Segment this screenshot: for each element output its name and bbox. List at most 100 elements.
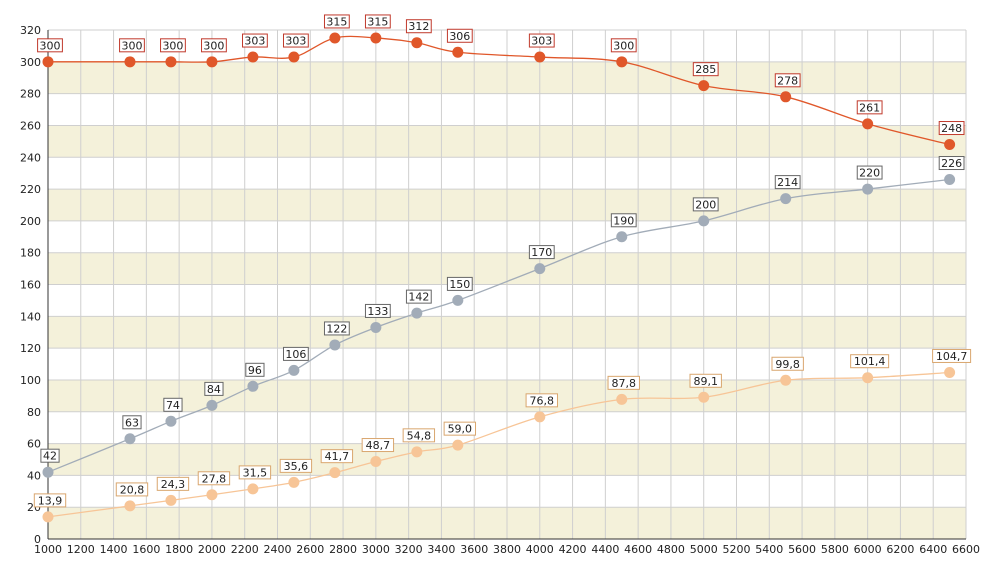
data-label: 74 [166, 399, 180, 412]
x-tick-label: 1400 [100, 543, 128, 556]
data-label-box [528, 245, 555, 260]
x-tick-label: 6000 [854, 543, 882, 556]
x-tick-label: 2600 [296, 543, 324, 556]
x-tick-label: 5800 [821, 543, 849, 556]
x-tick-label: 6600 [952, 543, 980, 556]
data-label: 170 [531, 246, 552, 259]
data-label: 278 [777, 74, 798, 87]
data-label-box [279, 458, 313, 473]
data-label: 200 [695, 198, 716, 211]
data-label: 42 [43, 450, 57, 463]
data-label-box [607, 375, 640, 390]
data-point [165, 415, 177, 427]
data-point [698, 80, 710, 92]
data-label: 89,1 [693, 375, 718, 388]
y-tick-label: 280 [20, 88, 41, 101]
data-label-box [402, 428, 436, 443]
data-label-box [323, 14, 350, 29]
data-point [411, 446, 423, 458]
x-tick-label: 1200 [67, 543, 95, 556]
data-label-box [156, 476, 190, 491]
data-label-box [692, 62, 719, 77]
y-tick-label: 220 [20, 183, 41, 196]
data-point [42, 56, 54, 68]
x-tick-label: 4400 [591, 543, 619, 556]
y-tick-label: 0 [34, 533, 41, 546]
data-label: 76,8 [530, 394, 555, 407]
y-tick-label: 320 [20, 24, 41, 37]
data-label: 300 [162, 39, 183, 52]
data-label-box [320, 449, 354, 464]
y-tick-label: 260 [20, 119, 41, 132]
data-point [124, 56, 136, 68]
x-tick-label: 6400 [919, 543, 947, 556]
data-point [124, 433, 136, 445]
data-point [165, 56, 177, 68]
data-point [370, 456, 382, 468]
data-label: 190 [613, 214, 634, 227]
data-label-box [446, 276, 473, 291]
data-label-box [197, 471, 231, 486]
y-tick-label: 180 [20, 247, 41, 260]
x-tick-label: 2000 [198, 543, 226, 556]
data-label: 20,8 [120, 483, 145, 496]
data-label-box [446, 28, 473, 43]
data-point [288, 476, 300, 488]
data-point [616, 56, 628, 68]
x-tick-label: 2200 [231, 543, 259, 556]
data-label-box [242, 33, 268, 48]
x-axis-tick-labels: 1000 1200 1400 1600 1800 2000 2200 2400 2600 2800… [34, 543, 980, 556]
data-point [247, 51, 259, 63]
data-label-box [525, 393, 558, 408]
data-label-box [856, 165, 883, 180]
data-label-box [33, 493, 67, 508]
x-tick-label: 6200 [886, 543, 914, 556]
data-point [329, 32, 341, 44]
data-point [411, 307, 423, 319]
data-label-box [163, 397, 183, 412]
y-tick-label: 300 [20, 56, 41, 69]
x-tick-label: 3000 [362, 543, 390, 556]
data-label-box [774, 73, 801, 88]
x-tick-label: 1600 [132, 543, 160, 556]
data-label-box [115, 482, 149, 497]
data-label: 13,9 [38, 494, 63, 507]
data-point [534, 411, 546, 423]
data-label: 104,7 [936, 350, 968, 363]
data-point [452, 294, 464, 306]
x-tick-label: 5400 [755, 543, 783, 556]
data-label: 41,7 [325, 450, 350, 463]
data-point [411, 37, 423, 49]
data-label: 35,6 [284, 460, 309, 473]
y-tick-label: 240 [20, 151, 41, 164]
data-point [944, 139, 956, 151]
x-tick-label: 2400 [264, 543, 292, 556]
data-label-box [610, 38, 637, 53]
data-labels: 300 300 300 300 303 303 315 315 312 306 303 300 285 2… [33, 14, 972, 508]
data-point [780, 193, 792, 205]
data-label-box [364, 14, 391, 29]
x-tick-label: 2800 [329, 543, 357, 556]
data-label-box [938, 121, 965, 136]
data-label-box [122, 415, 142, 430]
data-point [452, 46, 464, 58]
y-tick-label: 200 [20, 215, 41, 228]
data-label-box [689, 373, 722, 388]
data-label: 87,8 [612, 377, 637, 390]
data-label: 303 [531, 35, 552, 48]
x-tick-label: 5000 [690, 543, 718, 556]
data-label-box [160, 38, 186, 53]
y-tick-label: 100 [20, 374, 41, 387]
data-label: 306 [449, 30, 470, 43]
data-label-box [405, 19, 432, 34]
data-label-box [361, 438, 395, 453]
data-label-box [774, 175, 801, 190]
data-label-box [692, 197, 719, 212]
data-point [247, 380, 259, 392]
data-point [862, 183, 874, 195]
data-point [124, 500, 136, 512]
x-tick-label: 3600 [460, 543, 488, 556]
data-point [862, 372, 874, 384]
data-label-box [37, 38, 63, 53]
